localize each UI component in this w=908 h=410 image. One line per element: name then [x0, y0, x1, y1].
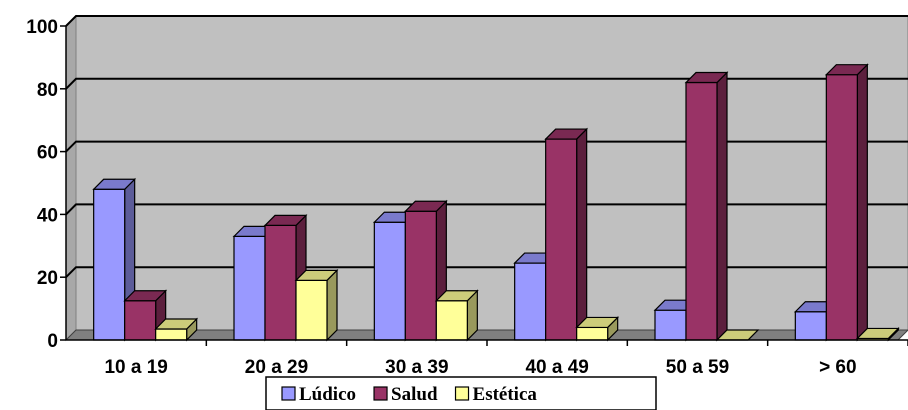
- y-tick-label: 80: [37, 80, 58, 101]
- legend-swatch: [281, 386, 296, 401]
- y-tick-label: 40: [37, 205, 58, 226]
- bar-front: [155, 328, 188, 341]
- legend: Lúdico Salud Estética: [265, 376, 657, 410]
- bar-front: [93, 188, 126, 341]
- bar-front: [794, 311, 827, 341]
- bar-front: [576, 326, 609, 341]
- legend-label: Lúdico: [299, 384, 356, 405]
- legend-swatch: [454, 386, 470, 401]
- bar-front: [435, 300, 468, 341]
- bar-top: [684, 71, 729, 84]
- x-tick-label: > 60: [819, 357, 857, 378]
- plot-area: [64, 14, 908, 342]
- bar-top: [403, 200, 448, 212]
- side-wall: [65, 14, 77, 342]
- bar-top: [434, 290, 479, 302]
- gridline: [65, 15, 908, 27]
- gridline: [65, 77, 908, 90]
- legend-label: Estética: [473, 384, 538, 405]
- bar-side: [576, 127, 588, 342]
- bar-side: [326, 268, 338, 342]
- bar-front: [825, 74, 858, 341]
- bar-front: [295, 279, 328, 341]
- bar-side: [856, 63, 868, 342]
- x-tick-label: 50 a 59: [666, 357, 729, 378]
- bar-estética-6: [855, 326, 900, 342]
- y-tick-label: 0: [47, 331, 58, 352]
- legend-label: Salud: [391, 384, 438, 405]
- gridline: [65, 203, 908, 216]
- x-tick-labels: 10 a 19 20 a 29 30 a 39 40 a 49 50 a 59 > 60: [104, 357, 856, 378]
- x-tick-label: 30 a 39: [385, 357, 448, 378]
- bar-top: [92, 178, 137, 190]
- bar-front: [404, 210, 437, 341]
- back-wall: [64, 15, 908, 341]
- bar-front: [233, 235, 266, 341]
- bar-top: [263, 214, 308, 226]
- y-tick-label: 60: [37, 143, 58, 164]
- bar-estética-1: [154, 317, 199, 342]
- legend-item-lúdico: Lúdico: [281, 384, 356, 405]
- y-tick-labels: 0 20 40 60 80 100: [26, 17, 58, 352]
- legend-item-salud: Salud: [373, 384, 438, 405]
- gridline: [65, 266, 908, 278]
- bar-top: [294, 269, 339, 281]
- bar-top: [544, 128, 589, 140]
- bar-front: [654, 309, 687, 341]
- legend-swatch: [373, 386, 388, 401]
- bar-salud-4: [544, 127, 589, 342]
- bars: [92, 63, 900, 342]
- bar-front: [545, 138, 578, 341]
- bar-side: [716, 71, 728, 342]
- bar-front: [264, 224, 297, 341]
- bar-top: [824, 64, 869, 76]
- axes: [60, 25, 908, 346]
- bar-front: [373, 221, 406, 341]
- bar-estética-3: [434, 289, 479, 342]
- bar-salud-5: [684, 71, 729, 342]
- gridline: [65, 140, 908, 153]
- legend-box: [265, 376, 657, 410]
- legend-item-estética: Estética: [454, 384, 538, 405]
- bar-front: [685, 81, 718, 341]
- bar-estética-2: [294, 268, 339, 342]
- gridlines: [65, 15, 908, 278]
- bar-estética-4: [575, 315, 620, 342]
- bar-front: [514, 262, 547, 341]
- x-tick-label: 10 a 19: [104, 357, 167, 378]
- bar-salud-6: [824, 63, 869, 342]
- bar-top: [123, 290, 168, 302]
- bar-top: [154, 318, 199, 330]
- bar-top: [855, 327, 900, 340]
- x-tick-label: 20 a 29: [245, 357, 308, 378]
- x-tick-label: 40 a 49: [525, 357, 588, 378]
- bar-top: [575, 316, 620, 329]
- y-tick-label: 20: [37, 268, 58, 289]
- y-tick-label: 100: [26, 17, 58, 38]
- bar-front: [124, 300, 157, 341]
